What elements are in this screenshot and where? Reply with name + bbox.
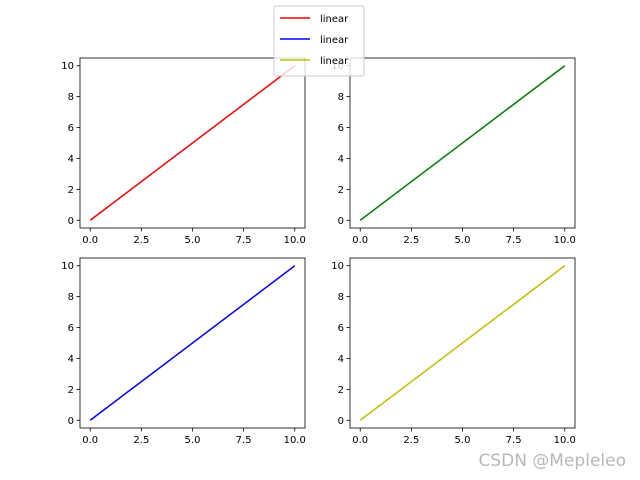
x-tick-label: 0.0 bbox=[82, 235, 98, 246]
series-line bbox=[89, 65, 296, 221]
y-tick-label: 4 bbox=[338, 354, 344, 365]
subplot-3: 0.0 2.5 5.0 7.5 10.0 0 2 4 6 8 10 bbox=[61, 257, 306, 446]
x-tick-label: 7.5 bbox=[236, 235, 252, 246]
x-tick-label: 5.0 bbox=[185, 235, 201, 246]
subplot-1: 0.0 2.5 5.0 7.5 10.0 0 2 4 6 8 10 bbox=[61, 57, 306, 246]
y-tick-label: 0 bbox=[68, 216, 74, 227]
y-tick-label: 0 bbox=[338, 416, 344, 427]
y-tick-label: 4 bbox=[338, 154, 344, 165]
y-tick-label: 8 bbox=[338, 92, 344, 103]
x-tick-label: 5.0 bbox=[185, 435, 201, 446]
x-tick-label: 7.5 bbox=[506, 235, 522, 246]
y-tick-label: 2 bbox=[68, 385, 74, 396]
y-tick-label: 6 bbox=[68, 323, 74, 334]
y-tick-label: 2 bbox=[338, 185, 344, 196]
x-tick-label: 0.0 bbox=[352, 435, 368, 446]
y-tick-label: 2 bbox=[338, 385, 344, 396]
legend-label: linear bbox=[320, 14, 349, 25]
y-tick-label: 0 bbox=[338, 216, 344, 227]
series-line bbox=[359, 65, 566, 221]
x-tick-label: 7.5 bbox=[506, 435, 522, 446]
y-tick-label: 0 bbox=[68, 416, 74, 427]
x-tick-label: 5.0 bbox=[455, 435, 471, 446]
x-tick-label: 10.0 bbox=[554, 235, 576, 246]
y-tick-label: 8 bbox=[68, 292, 74, 303]
y-tick-label: 8 bbox=[338, 292, 344, 303]
series-line bbox=[359, 265, 566, 421]
y-tick-label: 8 bbox=[68, 92, 74, 103]
x-tick-label: 2.5 bbox=[403, 235, 419, 246]
x-tick-label: 5.0 bbox=[455, 235, 471, 246]
y-tick-label: 10 bbox=[331, 261, 344, 272]
x-tick-label: 10.0 bbox=[554, 435, 576, 446]
y-tick-label: 10 bbox=[61, 261, 74, 272]
y-tick-label: 4 bbox=[68, 154, 74, 165]
y-tick-label: 6 bbox=[338, 323, 344, 334]
x-tick-label: 2.5 bbox=[403, 435, 419, 446]
x-tick-label: 0.0 bbox=[352, 235, 368, 246]
y-tick-label: 4 bbox=[68, 354, 74, 365]
x-tick-label: 2.5 bbox=[133, 435, 149, 446]
x-tick-label: 7.5 bbox=[236, 435, 252, 446]
x-tick-label: 10.0 bbox=[284, 435, 306, 446]
x-tick-label: 0.0 bbox=[82, 435, 98, 446]
y-tick-label: 6 bbox=[338, 123, 344, 134]
watermark-text: CSDN @Mepleleo bbox=[478, 451, 626, 471]
y-tick-label: 10 bbox=[61, 61, 74, 72]
y-tick-label: 6 bbox=[68, 123, 74, 134]
x-tick-label: 10.0 bbox=[284, 235, 306, 246]
legend-label: linear bbox=[320, 35, 349, 46]
series-line bbox=[89, 265, 296, 421]
legend: linear linear linear bbox=[273, 5, 365, 77]
legend-frame bbox=[273, 5, 365, 77]
legend-label: linear bbox=[320, 56, 349, 67]
y-tick-label: 2 bbox=[68, 185, 74, 196]
subplot-4: 0.0 2.5 5.0 7.5 10.0 0 2 4 6 8 10 bbox=[331, 257, 576, 446]
x-tick-label: 2.5 bbox=[133, 235, 149, 246]
